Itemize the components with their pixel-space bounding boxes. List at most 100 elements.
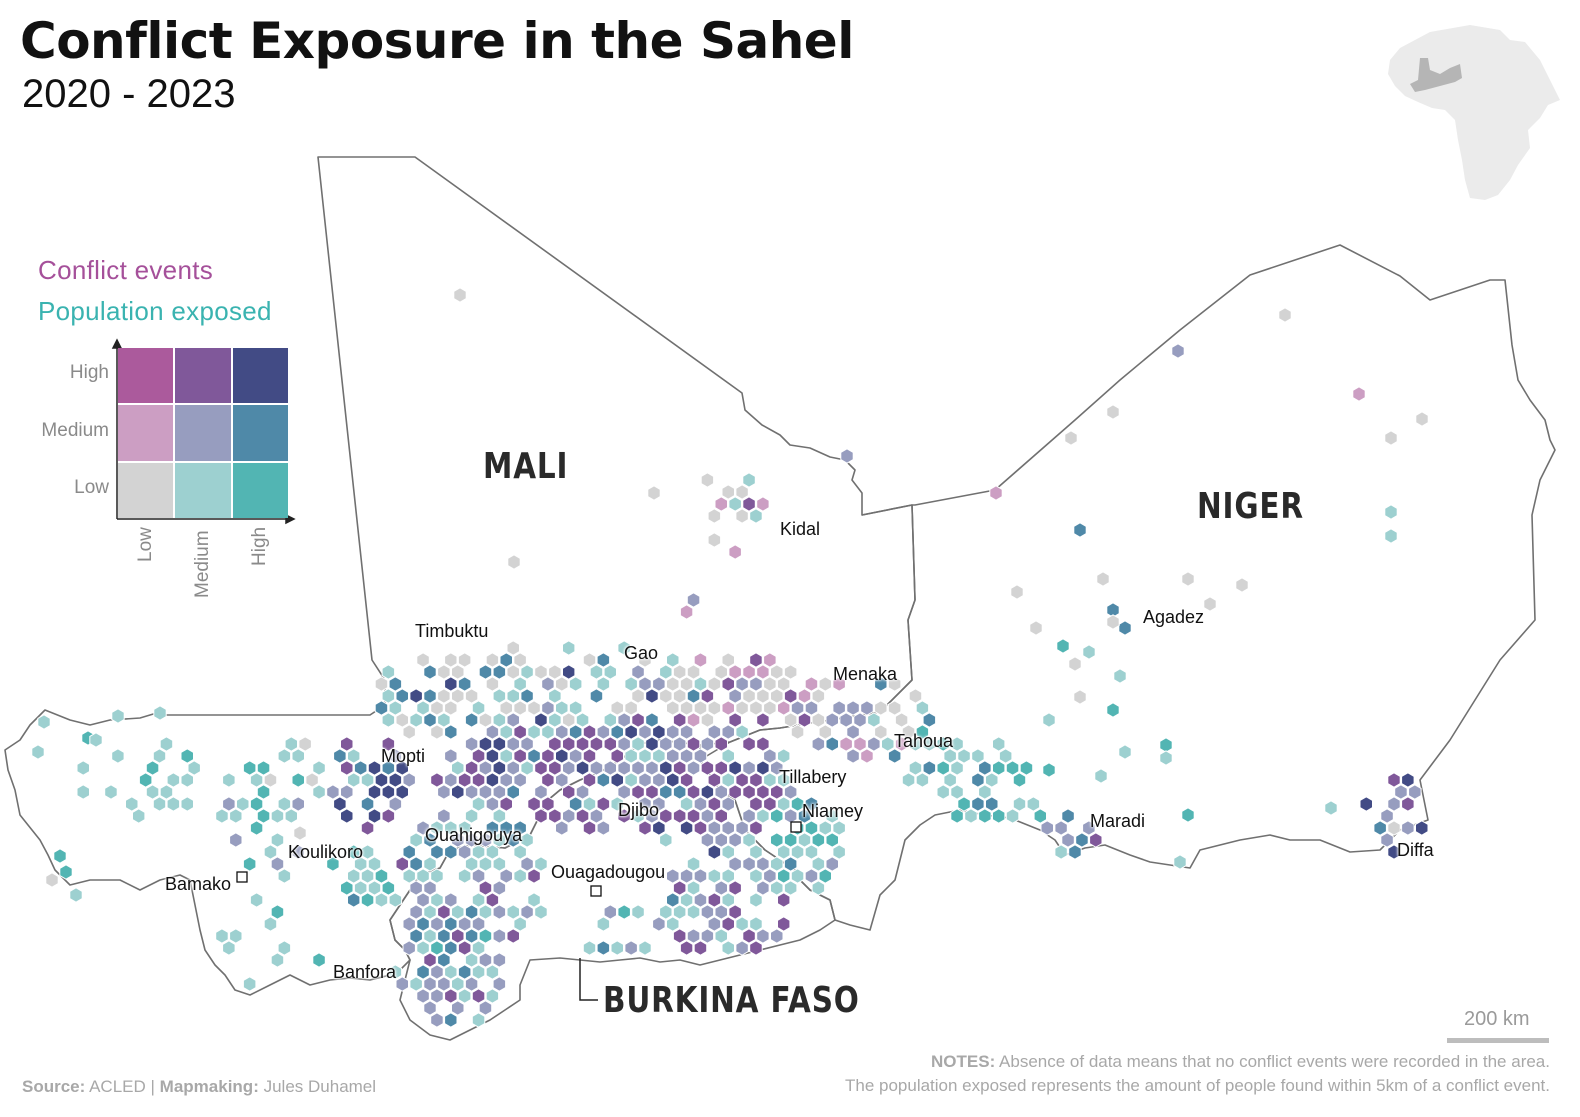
hex-cell-med-med — [1380, 832, 1394, 848]
city-label-maradi: Maradi — [1090, 811, 1146, 831]
hex-cell-high-med — [693, 820, 708, 836]
hex-cell-low-low — [707, 676, 722, 692]
hex-cell-low-med — [249, 772, 264, 788]
hex-cell-med-high — [520, 688, 534, 704]
hex-cell-med-med — [666, 868, 680, 884]
hex-cell-med-high — [388, 676, 403, 692]
hex-cell-med-med — [229, 832, 243, 848]
hex-cell-med-med — [596, 724, 611, 740]
hex-cell-low-low — [430, 700, 444, 716]
hex-cell-low-low — [638, 652, 652, 668]
hex-cell-low-low — [894, 712, 909, 728]
hex-cell-low-med — [721, 940, 735, 956]
city-label-niamey: Niamey — [802, 801, 864, 821]
hex-cell-low-med — [770, 856, 784, 872]
hex-cell-med-med — [783, 808, 798, 824]
hex-cell-low-low — [402, 724, 416, 740]
hex-cell-high-med — [679, 940, 694, 956]
hex-cell-med-high — [464, 928, 479, 944]
hex-cell-low-med — [360, 844, 375, 860]
hex-cell-low-med — [811, 856, 826, 872]
hex-cell-high-med — [527, 796, 541, 812]
hex-cell-med-med — [416, 988, 430, 1004]
hex-cell-med-high — [568, 796, 583, 812]
hex-cell-low-low — [679, 676, 694, 692]
hex-cell-med-high — [596, 652, 611, 668]
hex-cell-med-high — [423, 832, 437, 848]
hex-cell-low-med — [506, 688, 520, 704]
hex-cell-low-med — [409, 832, 423, 848]
hex-cell-med-med — [617, 784, 631, 800]
hex-cell-med-med — [770, 760, 784, 776]
legend-cell-high-conflict-medium-population — [175, 348, 231, 404]
hex-cell-med-med — [652, 916, 666, 932]
hex-cell-high-med — [423, 952, 437, 968]
hex-cell-high-high — [381, 784, 396, 800]
hex-cell-low-med — [527, 724, 541, 740]
hex-cell-low-low — [1387, 820, 1401, 836]
hex-cell-low-med — [353, 880, 368, 896]
hex-cell-low-high — [770, 832, 784, 848]
hex-cell-med-med — [520, 856, 534, 872]
hex-cell-low-med — [624, 676, 638, 692]
hex-cell-low-med — [381, 712, 396, 728]
hex-cell-low-med — [166, 772, 181, 788]
hex-cell-med-low — [832, 676, 846, 692]
hex-cell-low-med — [159, 784, 174, 800]
hex-cell-low-low — [298, 736, 312, 752]
hex-cell-med-med — [645, 808, 659, 824]
hex-cell-low-med — [478, 904, 493, 920]
hex-cell-med-high — [887, 748, 902, 764]
hex-cell-low-high — [374, 868, 389, 884]
hex-cell-med-med — [457, 844, 472, 860]
hex-cell-low-med — [568, 700, 583, 716]
hex-cell-med-high — [444, 724, 458, 740]
hex-cell-low-low — [464, 688, 479, 704]
hex-cell-low-med — [437, 712, 451, 728]
hex-cell-med-med — [825, 856, 839, 872]
hex-cell-med-med — [811, 736, 826, 752]
hex-cell-med-med — [728, 856, 742, 872]
hex-cell-low-low — [735, 700, 749, 716]
hex-cell-low-low — [672, 688, 687, 704]
hex-cell-high-med — [381, 808, 396, 824]
hex-cell-med-med — [492, 880, 507, 896]
hex-cell-low-high — [777, 868, 791, 884]
hex-cell-high-med — [582, 772, 597, 788]
hex-cell-low-low — [548, 664, 562, 680]
hex-cell-low-med — [284, 736, 298, 752]
hex-cell-low-med — [513, 868, 527, 884]
hex-cell-med-high — [922, 712, 937, 728]
hex-cell-high-high — [575, 760, 590, 776]
hex-cell-low-med — [381, 664, 396, 680]
hex-cell-med-med — [492, 976, 507, 992]
hex-cell-high-med — [659, 808, 673, 824]
hex-cell-low-med — [783, 880, 798, 896]
legend-cell-medium-conflict-medium-population — [175, 405, 231, 461]
country-label-mali: MALI — [483, 446, 569, 487]
hex-cell-med-med — [1387, 796, 1401, 812]
hex-cell-med-high — [430, 844, 444, 860]
hex-cell-med-med — [672, 736, 687, 752]
hex-cell-low-low — [293, 825, 307, 841]
hex-cell-low-low — [659, 688, 673, 704]
hex-cell-low-med — [867, 712, 881, 728]
hex-cell-med-med — [693, 748, 708, 764]
hex-cell-med-med — [1408, 784, 1422, 800]
hex-cell-med-med — [714, 880, 728, 896]
hex-cell-low-med — [582, 940, 597, 956]
hex-cell-low-high — [1106, 702, 1120, 718]
hex-cell-high-med — [1401, 796, 1415, 812]
hex-cell-low-med — [749, 892, 763, 908]
hex-cell-low-med — [180, 772, 194, 788]
hex-cell-med-high — [596, 772, 611, 788]
hex-cell-med-high — [971, 796, 985, 812]
hex-cell-med-med — [721, 724, 735, 740]
hex-cell-med-med — [867, 736, 881, 752]
hex-cell-low-med — [367, 856, 382, 872]
hex-cell-med-high — [589, 688, 604, 704]
hex-cell-low-med — [89, 732, 103, 748]
hex-cell-med-med — [686, 592, 701, 608]
hex-cell-low-med — [492, 808, 507, 824]
hex-cell-high-med — [340, 736, 354, 752]
